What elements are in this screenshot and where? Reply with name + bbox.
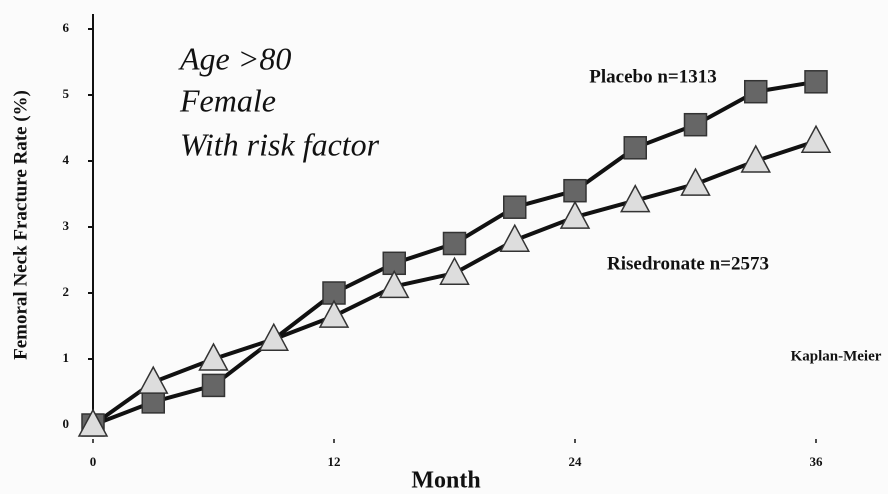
point bbox=[318, 299, 350, 328]
point bbox=[77, 408, 109, 437]
x-tick-label: 12 bbox=[328, 454, 341, 469]
point bbox=[680, 167, 711, 196]
point bbox=[800, 124, 832, 153]
y-tick-label: 4 bbox=[63, 152, 70, 167]
y-tick-label: 6 bbox=[63, 20, 70, 35]
x-tick-label: 24 bbox=[569, 454, 583, 469]
x-tick-label: 36 bbox=[810, 454, 824, 469]
series-label: Placebo n=1313 bbox=[589, 66, 716, 87]
x-axis-label: Month bbox=[411, 468, 480, 494]
y-tick-label: 2 bbox=[63, 284, 70, 299]
point bbox=[503, 195, 527, 219]
y-tick-label: 0 bbox=[63, 416, 70, 431]
point bbox=[201, 373, 226, 398]
point bbox=[141, 390, 165, 414]
point bbox=[623, 136, 647, 160]
y-axis-label: Femoral Neck Fracture Rate (%) bbox=[10, 90, 31, 360]
series-label: Risedronate n=2573 bbox=[607, 253, 769, 274]
y-tick-label: 5 bbox=[63, 86, 70, 101]
point bbox=[559, 200, 591, 229]
annotation: Age >80 bbox=[178, 40, 291, 76]
point bbox=[744, 79, 768, 104]
x-tick-label: 0 bbox=[90, 454, 97, 469]
annotation: With risk factor bbox=[180, 126, 380, 162]
point bbox=[439, 256, 470, 285]
point bbox=[137, 365, 169, 394]
point bbox=[804, 70, 828, 94]
annotation: Female bbox=[179, 82, 276, 118]
y-tick-label: 1 bbox=[63, 350, 70, 365]
point bbox=[198, 342, 229, 371]
point bbox=[683, 112, 708, 137]
point bbox=[442, 231, 467, 256]
point bbox=[378, 269, 410, 299]
y-tick-label: 3 bbox=[63, 218, 70, 233]
point bbox=[563, 178, 587, 203]
point bbox=[740, 144, 772, 173]
point bbox=[619, 184, 651, 213]
point bbox=[499, 223, 531, 252]
point bbox=[258, 322, 290, 351]
annotation: Kaplan-Meier bbox=[791, 348, 882, 364]
